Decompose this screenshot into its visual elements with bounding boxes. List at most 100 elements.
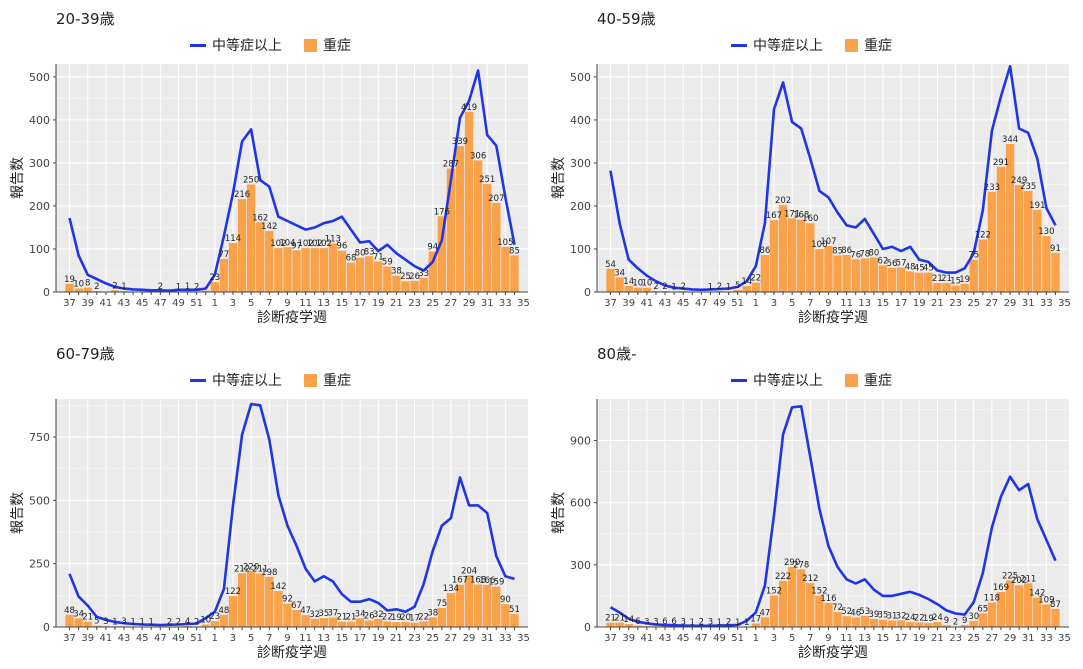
legend-item-bar: 重症 <box>845 370 892 390</box>
bar <box>237 199 247 292</box>
chart-panel-40-59: 40-59歳 中等症以上 重症 0 100 200 300 400 500 54 34 14 10… <box>541 0 1082 334</box>
chart-panel-20-39: 20-39歳 中等症以上 重症 0 100 200 300 400 500 19 10 8 2 2 1… <box>0 0 541 334</box>
bar <box>778 580 788 627</box>
bar-value-label: 87 <box>1050 600 1061 610</box>
x-tick-label: 45 <box>677 298 690 309</box>
x-tick-label: 29 <box>1004 298 1017 309</box>
bar-value-label: 48 <box>905 262 916 272</box>
bar-value-label: 152 <box>766 586 782 596</box>
bar-value-label: 216 <box>234 190 250 200</box>
x-tick-label: 15 <box>336 298 349 309</box>
bar-value-label: 250 <box>243 175 259 185</box>
y-tick-label: 0 <box>43 621 50 634</box>
bar-value-label: 2 <box>194 283 199 293</box>
bar-value-label: 122 <box>225 587 241 597</box>
x-tick-label: 39 <box>622 633 635 644</box>
legend-bar-swatch <box>304 38 317 52</box>
bar <box>201 290 210 292</box>
bar-value-label: 22 <box>750 274 761 284</box>
bar-value-label: 116 <box>820 594 836 604</box>
legend-item-bar: 重症 <box>304 35 351 55</box>
bar-value-label: 96 <box>337 242 348 252</box>
bar-value-label: 21 <box>932 274 943 284</box>
x-tick-label: 1 <box>753 298 759 309</box>
bar <box>392 622 401 627</box>
y-tick-label: 500 <box>29 71 50 84</box>
bar-value-label: 24 <box>932 613 943 623</box>
bar <box>869 618 879 627</box>
bar <box>473 584 483 627</box>
bar <box>346 621 356 627</box>
bar <box>437 216 446 292</box>
bar-value-label: 344 <box>1002 135 1018 145</box>
y-axis-title: 報告数 <box>10 157 26 199</box>
bar <box>92 625 101 627</box>
bar-value-label: 1 <box>744 618 749 628</box>
bar-value-label: 35 <box>878 611 889 621</box>
legend-item-line: 中等症以上 <box>190 370 282 390</box>
bar <box>283 247 292 292</box>
x-tick-label: 45 <box>136 633 149 644</box>
bar-value-label: 24 <box>905 613 916 623</box>
bar <box>383 621 392 627</box>
x-axis-title: 診断疫学週 <box>798 645 868 661</box>
bar-value-label: 30 <box>968 612 979 622</box>
bar <box>860 258 869 292</box>
bar-value-label: 102 <box>316 239 332 249</box>
y-tick-label: 0 <box>584 621 591 634</box>
bar <box>942 282 951 292</box>
x-tick-label: 13 <box>858 298 871 309</box>
bar-value-label: 62 <box>878 256 889 266</box>
bar-value-label: 2 <box>662 282 667 292</box>
bar-value-label: 78 <box>859 249 870 259</box>
bar <box>256 573 265 627</box>
bar-value-label: 162 <box>252 213 268 223</box>
bar <box>960 283 969 292</box>
bar-value-label: 1 <box>112 618 117 628</box>
bar-value-label: 59 <box>382 258 393 268</box>
bar-value-label: 1 <box>130 618 135 628</box>
legend-bar-swatch <box>304 373 317 387</box>
x-tick-label: 3 <box>771 633 777 644</box>
x-tick-label: 9 <box>825 633 831 644</box>
x-tick-label: 23 <box>408 633 421 644</box>
bar-value-label: 3 <box>653 617 658 627</box>
x-tick-label: 25 <box>426 633 439 644</box>
bar <box>896 620 906 627</box>
x-tick-label: 7 <box>266 633 272 644</box>
bar-value-label: 75 <box>436 599 447 609</box>
y-tick-label: 200 <box>29 200 50 213</box>
bar <box>501 246 510 292</box>
bar-value-label: 142 <box>261 222 277 232</box>
x-tick-label: 47 <box>154 633 167 644</box>
legend: 中等症以上 重症 <box>0 34 541 56</box>
bar-value-label: 37 <box>327 609 338 619</box>
bar-value-label: 19 <box>391 613 402 623</box>
x-tick-label: 37 <box>63 633 76 644</box>
bar <box>201 624 210 627</box>
bar-value-label: 212 <box>802 574 818 584</box>
chart-title: 60-79歳 <box>56 345 115 363</box>
bar-value-label: 2 <box>194 617 199 627</box>
bar-value-label: 26 <box>409 272 420 282</box>
bar <box>265 230 274 292</box>
bar <box>410 622 419 627</box>
bar-value-label: 278 <box>793 560 809 570</box>
bar <box>824 602 833 627</box>
y-tick-label: 100 <box>570 243 591 256</box>
bar <box>742 285 751 292</box>
bar-value-label: 211 <box>252 565 268 575</box>
legend-line-label: 中等症以上 <box>753 38 823 54</box>
x-tick-label: 3 <box>230 298 236 309</box>
bar-value-label: 9 <box>944 616 949 626</box>
y-tick-label: 0 <box>584 286 591 299</box>
x-tick-label: 37 <box>604 633 617 644</box>
bar-value-label: 2 <box>167 617 172 627</box>
bar-value-label: 2 <box>176 617 181 627</box>
bar <box>797 219 806 292</box>
bar <box>987 602 997 627</box>
bar-value-label: 47 <box>300 606 311 616</box>
bar-value-label: 235 <box>1020 182 1036 192</box>
bar-value-label: 176 <box>434 207 450 217</box>
bar <box>74 288 83 292</box>
